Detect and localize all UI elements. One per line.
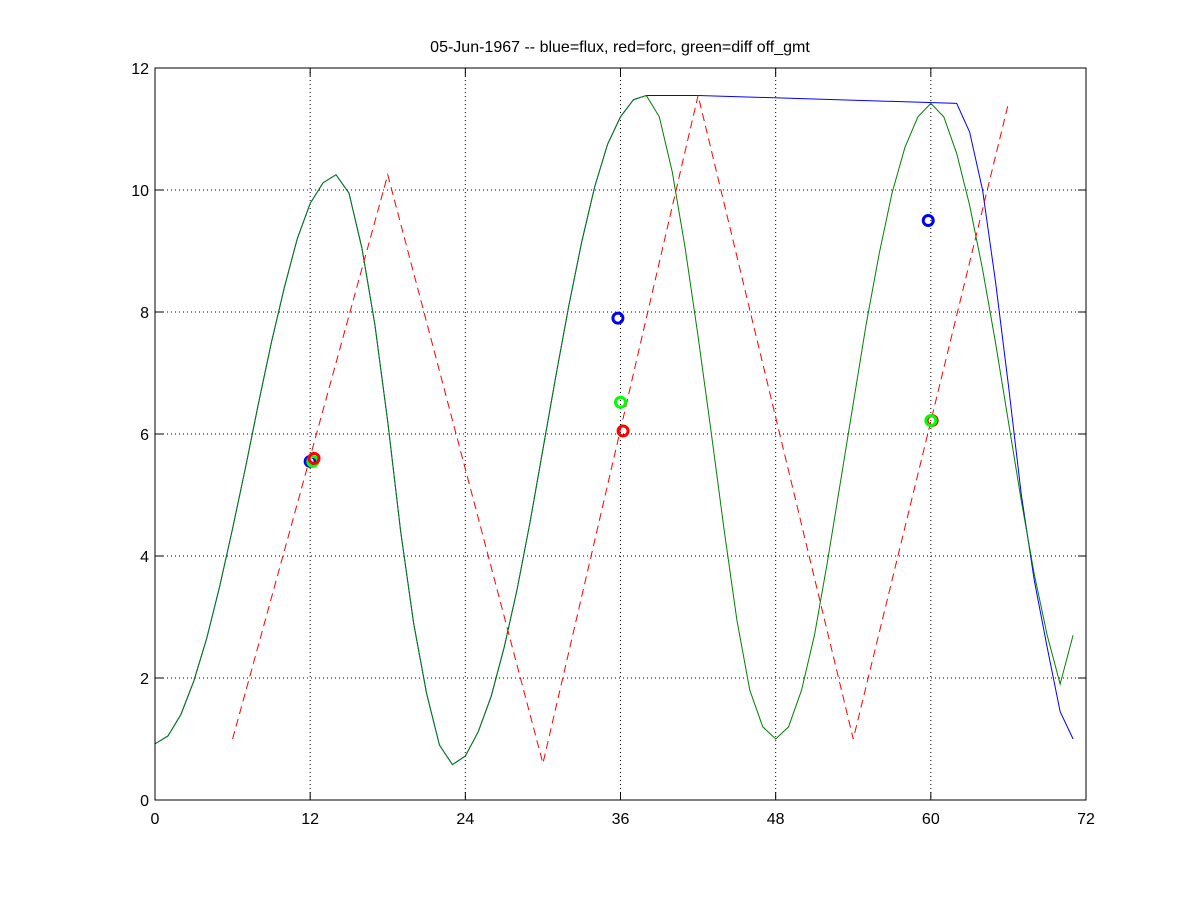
data-point-marker xyxy=(921,214,935,227)
y-tick-label: 4 xyxy=(140,549,149,566)
y-tick-label: 6 xyxy=(140,427,149,444)
x-tick-label: 72 xyxy=(1077,811,1095,828)
chart-title: 05-Jun-1967 -- blue=flux, red=forc, gree… xyxy=(430,39,810,56)
data-markers xyxy=(303,214,939,468)
x-tick-label: 48 xyxy=(767,811,785,828)
x-tick-label: 12 xyxy=(301,811,319,828)
y-tick-label: 12 xyxy=(131,61,149,78)
y-tick-label: 8 xyxy=(140,305,149,322)
data-point-marker xyxy=(614,395,627,409)
data-point-marker xyxy=(616,424,630,438)
data-point-marker xyxy=(611,311,625,325)
x-tick-label: 0 xyxy=(151,811,160,828)
y-tick-label: 2 xyxy=(140,671,149,688)
y-tick-label: 10 xyxy=(131,183,149,200)
data-point-marker xyxy=(924,414,938,428)
data-point-marker xyxy=(307,451,321,465)
x-tick-label: 36 xyxy=(612,811,630,828)
forc-series-line xyxy=(232,95,1009,764)
y-tick-label: 0 xyxy=(140,793,149,810)
x-tick-label: 24 xyxy=(456,811,474,828)
diff-series-line xyxy=(154,94,1074,766)
x-tick-label: 60 xyxy=(922,811,940,828)
series-lines xyxy=(154,94,1074,766)
